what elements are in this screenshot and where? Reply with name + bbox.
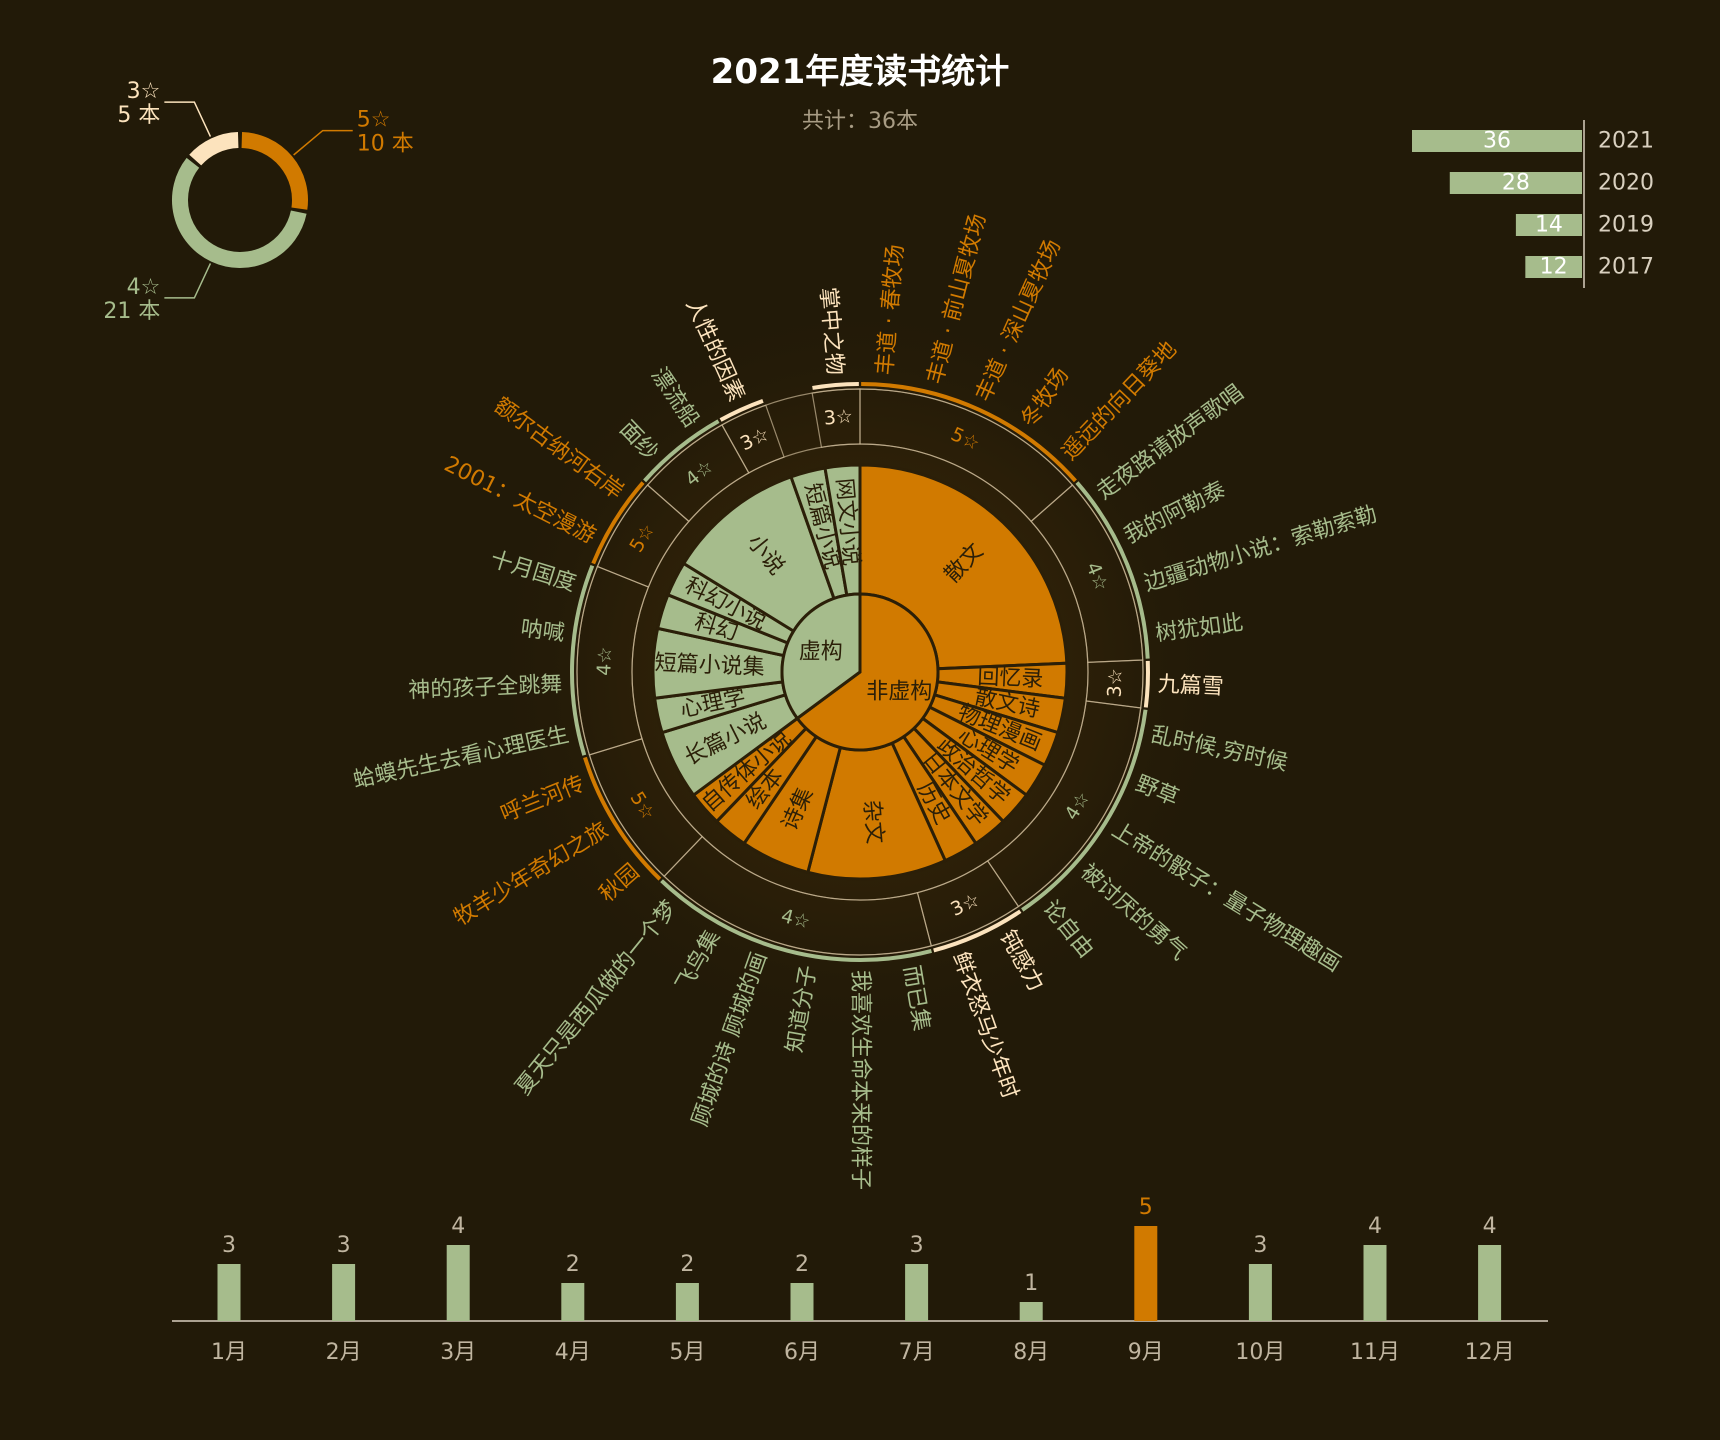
rating-arc bbox=[933, 909, 1022, 953]
monthly-bar bbox=[446, 1245, 470, 1321]
rating-donut-stars: 4☆ bbox=[127, 275, 161, 300]
category-label: 虚构 bbox=[799, 640, 843, 665]
yearly-totals-chart: 36 2021 28 2020 14 2019 12 2017 bbox=[1412, 120, 1654, 288]
rating-donut-leader bbox=[164, 263, 212, 299]
yearly-bar-year: 2020 bbox=[1598, 171, 1654, 196]
rating-arc bbox=[812, 382, 859, 390]
yearly-bar bbox=[1525, 256, 1582, 278]
rating-arc bbox=[719, 398, 764, 422]
rating-segment bbox=[811, 388, 861, 448]
monthly-bar-value: 3 bbox=[337, 1233, 351, 1258]
yearly-bar-year: 2017 bbox=[1598, 255, 1654, 280]
monthly-bar-value: 2 bbox=[680, 1252, 694, 1277]
month-tick-label: 1月 bbox=[211, 1340, 247, 1365]
rating-donut-stars: 3☆ bbox=[127, 79, 161, 104]
rating-donut: 5☆10 本 4☆21 本 3☆5 本 bbox=[103, 79, 413, 324]
rating-donut-count: 21 本 bbox=[103, 299, 160, 324]
month-tick-label: 5月 bbox=[669, 1340, 705, 1365]
total-count: 共计：36本 bbox=[802, 109, 918, 134]
monthly-bar-value: 4 bbox=[1483, 1214, 1497, 1239]
monthly-bar bbox=[1248, 1264, 1272, 1321]
monthly-bar bbox=[905, 1264, 929, 1321]
rating-donut-segment bbox=[172, 157, 307, 268]
month-tick-label: 4月 bbox=[555, 1340, 591, 1365]
monthly-bar bbox=[332, 1264, 356, 1321]
rating-donut-segment bbox=[241, 132, 308, 210]
rating-arc bbox=[643, 419, 720, 483]
monthly-bar bbox=[1478, 1245, 1502, 1321]
monthly-bar-value: 2 bbox=[795, 1252, 809, 1277]
category-segment bbox=[795, 592, 940, 752]
yearly-bar-value: 12 bbox=[1540, 255, 1568, 280]
category-label: 非虚构 bbox=[866, 679, 932, 704]
month-tick-label: 2月 bbox=[326, 1340, 362, 1365]
monthly-bar-value: 4 bbox=[1368, 1214, 1382, 1239]
book-title-label: 九篇雪 bbox=[1157, 672, 1224, 700]
page-title: 2021年度读书统计 bbox=[710, 52, 1010, 92]
rating-donut-stars: 5☆ bbox=[357, 108, 391, 133]
month-tick-label: 11月 bbox=[1350, 1340, 1400, 1365]
monthly-bar bbox=[790, 1283, 814, 1321]
monthly-bar bbox=[1134, 1226, 1158, 1321]
rating-donut-leader bbox=[164, 101, 212, 137]
genre-label: 短篇小说集 bbox=[654, 651, 765, 681]
rating-donut-leader bbox=[293, 129, 353, 156]
rating-donut-count: 5 本 bbox=[117, 103, 160, 128]
yearly-bar-value: 14 bbox=[1535, 213, 1563, 238]
monthly-bar-value: 3 bbox=[910, 1233, 924, 1258]
monthly-bar bbox=[561, 1283, 585, 1321]
rating-arc bbox=[570, 564, 595, 756]
rating-label: 3☆ bbox=[1104, 668, 1127, 698]
rating-donut-count: 10 本 bbox=[357, 132, 414, 157]
yearly-bar bbox=[1412, 130, 1582, 152]
yearly-bar-year: 2019 bbox=[1598, 213, 1654, 238]
month-tick-label: 3月 bbox=[440, 1340, 476, 1365]
rating-donut-segment bbox=[189, 132, 239, 166]
rating-arc bbox=[591, 481, 645, 565]
monthly-bar-value: 3 bbox=[222, 1233, 236, 1258]
yearly-bar bbox=[1515, 214, 1582, 236]
rating-arc bbox=[1075, 481, 1150, 659]
monthly-bar-value: 4 bbox=[451, 1214, 465, 1239]
yearly-bar-value: 36 bbox=[1483, 129, 1511, 154]
month-tick-label: 12月 bbox=[1465, 1340, 1515, 1365]
book-title-label: 呐喊 bbox=[519, 616, 566, 646]
yearly-bar-year: 2021 bbox=[1598, 129, 1654, 154]
rating-arc bbox=[660, 879, 932, 962]
monthly-bar bbox=[217, 1264, 241, 1321]
book-title-label: 我喜欢生命本来的样子 bbox=[848, 970, 873, 1190]
monthly-bar-value: 2 bbox=[566, 1252, 580, 1277]
rating-arc bbox=[583, 756, 662, 881]
month-tick-label: 8月 bbox=[1013, 1340, 1049, 1365]
month-tick-label: 10月 bbox=[1235, 1340, 1285, 1365]
genre-label: 杂文 bbox=[858, 799, 887, 845]
monthly-bar bbox=[1363, 1245, 1387, 1321]
rating-label: 3☆ bbox=[823, 405, 854, 429]
month-tick-label: 9月 bbox=[1128, 1340, 1164, 1365]
month-tick-label: 7月 bbox=[899, 1340, 935, 1365]
yearly-bar-value: 28 bbox=[1502, 171, 1530, 196]
rating-segment bbox=[721, 404, 785, 474]
rating-arc bbox=[1143, 660, 1151, 708]
monthly-bar-value: 1 bbox=[1024, 1271, 1038, 1296]
yearly-bar bbox=[1449, 172, 1582, 194]
rating-label: 4☆ bbox=[593, 646, 616, 676]
monthly-bar bbox=[675, 1283, 699, 1321]
month-tick-label: 6月 bbox=[784, 1340, 820, 1365]
rating-arc bbox=[1021, 709, 1148, 912]
monthly-bar-value: 3 bbox=[1253, 1233, 1267, 1258]
monthly-bar-value: 5 bbox=[1139, 1195, 1153, 1220]
category-segment bbox=[780, 592, 862, 721]
monthly-bar-chart: 3 1月 3 2月 4 3月 2 4月 2 5月 2 6月 3 7月 1 8月 5 9月 3 10月 4 11月 4 12月 bbox=[172, 1195, 1548, 1365]
monthly-bar bbox=[1019, 1302, 1043, 1321]
rating-arc bbox=[861, 382, 1077, 483]
